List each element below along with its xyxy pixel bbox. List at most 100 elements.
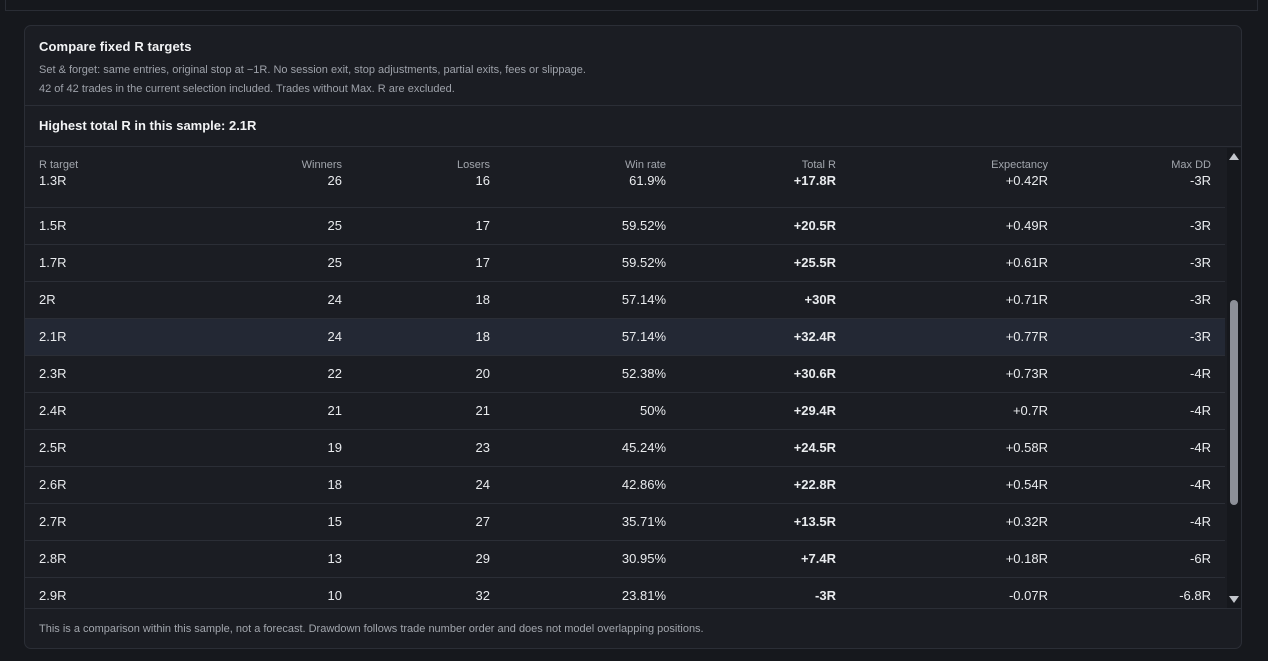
cell-win-rate: 59.52% — [621, 255, 666, 270]
table-row: 2R 24 18 57.14% +30R +0.71R -3R — [25, 282, 1225, 319]
cell-win-rate: 52.38% — [621, 366, 666, 381]
triangle-up-icon[interactable] — [1229, 153, 1239, 160]
disclaimer-note: This is a comparison within this sample,… — [25, 608, 1241, 648]
cell-total-r: -3R — [815, 588, 836, 603]
cell-total-r: +24.5R — [793, 440, 836, 455]
cell-max-dd: -3R — [1190, 292, 1211, 307]
cell-winners: 24 — [327, 329, 342, 344]
cell-r-target: 2.3R — [39, 366, 67, 381]
r-target-table[interactable]: 1.3R 26 16 61.9% +17.8R +0.42R -3R 1.5R 25 17 59.5… — [25, 148, 1241, 608]
cell-losers: 23 — [475, 440, 490, 455]
cell-expectancy: +0.54R — [1005, 477, 1048, 492]
compare-r-targets-card: Compare fixed R targets Set & forget: sa… — [24, 25, 1242, 649]
card-description: Set & forget: same entries, original sto… — [39, 61, 1227, 99]
previous-panel-edge — [5, 0, 1258, 11]
cell-max-dd: -4R — [1190, 477, 1211, 492]
cell-expectancy: +0.58R — [1005, 440, 1048, 455]
card-header: Compare fixed R targets Set & forget: sa… — [25, 26, 1241, 106]
cell-expectancy: +0.42R — [1005, 173, 1048, 188]
cell-expectancy: +0.71R — [1005, 292, 1048, 307]
table-row: 2.8R 13 29 30.95% +7.4R +0.18R -6R — [25, 541, 1225, 578]
cell-win-rate: 57.14% — [621, 329, 666, 344]
cell-winners: 22 — [327, 366, 342, 381]
cell-win-rate: 61.9% — [629, 173, 666, 188]
cell-losers: 18 — [475, 329, 490, 344]
cell-expectancy: +0.61R — [1005, 255, 1048, 270]
cell-total-r: +25.5R — [793, 255, 836, 270]
cell-max-dd: -3R — [1190, 173, 1211, 188]
cell-losers: 20 — [475, 366, 490, 381]
cell-win-rate: 42.86% — [621, 477, 666, 492]
triangle-down-icon[interactable] — [1229, 596, 1239, 603]
cell-win-rate: 45.24% — [621, 440, 666, 455]
cell-max-dd: -4R — [1190, 366, 1211, 381]
cell-losers: 29 — [475, 551, 490, 566]
cell-r-target: 2.8R — [39, 551, 67, 566]
header-win-rate: Win rate — [625, 159, 666, 171]
cell-expectancy: +0.49R — [1005, 218, 1048, 233]
cell-losers: 17 — [475, 218, 490, 233]
cell-max-dd: -3R — [1190, 329, 1211, 344]
cell-winners: 25 — [327, 255, 342, 270]
cell-max-dd: -6R — [1190, 551, 1211, 566]
table-row: 1.3R 26 16 61.9% +17.8R +0.42R -3R — [25, 171, 1225, 208]
cell-win-rate: 35.71% — [621, 514, 666, 529]
cell-winners: 15 — [327, 514, 342, 529]
cell-winners: 18 — [327, 477, 342, 492]
cell-max-dd: -3R — [1190, 255, 1211, 270]
cell-winners: 26 — [327, 173, 342, 188]
cell-expectancy: +0.7R — [1012, 403, 1048, 418]
cell-r-target: 2.7R — [39, 514, 67, 529]
table-row: 2.3R 22 20 52.38% +30.6R +0.73R -4R — [25, 356, 1225, 393]
cell-losers: 32 — [475, 588, 490, 603]
cell-r-target: 2.1R — [39, 329, 67, 344]
cell-total-r: +7.4R — [800, 551, 836, 566]
cell-win-rate: 23.81% — [621, 588, 666, 603]
scrollbar-thumb[interactable] — [1230, 300, 1238, 505]
description-line-1: Set & forget: same entries, original sto… — [39, 64, 586, 76]
cell-winners: 21 — [327, 403, 342, 418]
header-winners: Winners — [301, 159, 342, 171]
cell-losers: 17 — [475, 255, 490, 270]
cell-total-r: +17.8R — [793, 173, 836, 188]
table-row: 2.4R 21 21 50% +29.4R +0.7R -4R — [25, 393, 1225, 430]
cell-losers: 21 — [475, 403, 490, 418]
cell-win-rate: 57.14% — [621, 292, 666, 307]
cell-r-target: 1.7R — [39, 255, 67, 270]
cell-winners: 13 — [327, 551, 342, 566]
cell-max-dd: -4R — [1190, 440, 1211, 455]
cell-total-r: +30R — [804, 292, 836, 307]
cell-expectancy: -0.07R — [1008, 588, 1048, 603]
cell-r-target: 1.3R — [39, 173, 67, 188]
cell-winners: 19 — [327, 440, 342, 455]
header-max-dd: Max DD — [1171, 159, 1211, 171]
cell-losers: 16 — [475, 173, 490, 188]
cell-max-dd: -4R — [1190, 514, 1211, 529]
table-row: 2.9R 10 32 23.81% -3R -0.07R -6.8R — [25, 578, 1225, 608]
table-row: 2.6R 18 24 42.86% +22.8R +0.54R -4R — [25, 467, 1225, 504]
cell-max-dd: -3R — [1190, 218, 1211, 233]
cell-r-target: 2.9R — [39, 588, 67, 603]
cell-expectancy: +0.77R — [1005, 329, 1048, 344]
cell-expectancy: +0.18R — [1005, 551, 1048, 566]
cell-r-target: 1.5R — [39, 218, 67, 233]
cell-max-dd: -6.8R — [1179, 588, 1211, 603]
cell-winners: 24 — [327, 292, 342, 307]
cell-total-r: +29.4R — [793, 403, 836, 418]
cell-winners: 25 — [327, 218, 342, 233]
table-scrollbar[interactable] — [1227, 148, 1241, 608]
description-line-2: 42 of 42 trades in the current selection… — [39, 83, 455, 95]
cell-total-r: +13.5R — [793, 514, 836, 529]
cell-losers: 27 — [475, 514, 490, 529]
cell-r-target: 2.6R — [39, 477, 67, 492]
cell-winners: 10 — [327, 588, 342, 603]
cell-r-target: 2.5R — [39, 440, 67, 455]
cell-losers: 24 — [475, 477, 490, 492]
cell-r-target: 2.4R — [39, 403, 67, 418]
table-row: 2.7R 15 27 35.71% +13.5R +0.32R -4R — [25, 504, 1225, 541]
table-row: 1.5R 25 17 59.52% +20.5R +0.49R -3R — [25, 208, 1225, 245]
best-target-summary: Highest total R in this sample: 2.1R — [25, 106, 1241, 147]
cell-total-r: +20.5R — [793, 218, 836, 233]
cell-expectancy: +0.32R — [1005, 514, 1048, 529]
cell-win-rate: 50% — [639, 403, 666, 418]
